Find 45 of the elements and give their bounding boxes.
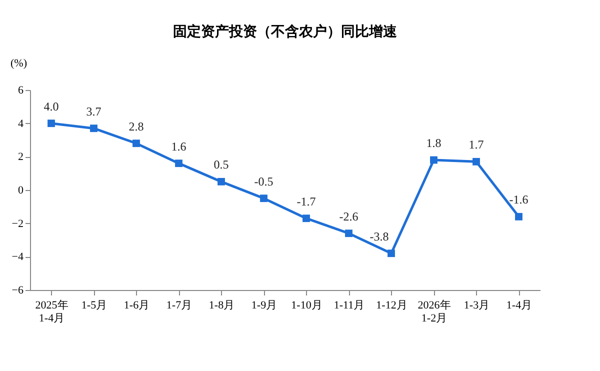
data-label: -3.8 xyxy=(370,229,389,244)
data-label: -1.7 xyxy=(296,194,316,208)
point xyxy=(132,140,140,148)
point xyxy=(388,250,395,258)
data-label: 3.7 xyxy=(86,104,102,118)
data-label: 4.0 xyxy=(44,99,59,114)
x-tick-label: 2025年 1-4月 xyxy=(35,300,68,324)
point xyxy=(90,124,98,132)
x-tick-label: 1-10月 xyxy=(291,300,322,312)
point xyxy=(430,156,438,164)
data-label: 1.8 xyxy=(426,136,442,150)
data-label: 2.8 xyxy=(128,119,144,134)
point xyxy=(175,160,182,168)
chart-title: 固定资产投资（不含农户）同比增速 xyxy=(173,23,398,40)
x-tick-label: 2026年 1-2月 xyxy=(418,300,451,324)
x-tick-label: 1-5月 xyxy=(81,300,108,312)
data-label: 1.7 xyxy=(468,138,484,152)
y-tick-label: 4 xyxy=(18,118,24,130)
x-tick-label: 1-9月 xyxy=(251,300,278,312)
x-tick-label: 1-12月 xyxy=(376,300,408,312)
point xyxy=(260,194,268,202)
x-tick-label: 1-4月 xyxy=(506,300,532,312)
data-label: 0.5 xyxy=(214,158,229,172)
data-label: 1.6 xyxy=(171,139,186,154)
y-tick-label: −4 xyxy=(12,251,24,264)
point xyxy=(515,212,522,220)
x-tick-label: 1-11月 xyxy=(334,300,365,312)
y-tick-label: 6 xyxy=(18,84,24,96)
point xyxy=(302,214,310,222)
data-label: -0.5 xyxy=(254,174,274,188)
point xyxy=(345,230,352,238)
data-label: -1.6 xyxy=(509,192,528,207)
y-axis-title: (%) xyxy=(10,58,28,70)
x-tick-label: 1-6月 xyxy=(124,300,150,312)
x-tick-label: 1-8月 xyxy=(208,300,235,312)
y-tick-label: −2 xyxy=(12,218,24,230)
x-tick-label: 1-7月 xyxy=(166,300,192,312)
y-tick-label: 0 xyxy=(18,184,24,196)
y-tick-label: −6 xyxy=(12,284,24,296)
point xyxy=(472,158,480,166)
x-tick-label: 1-3月 xyxy=(464,300,490,312)
y-tick-label: 2 xyxy=(18,151,24,164)
point xyxy=(48,120,55,128)
data-label: -2.6 xyxy=(339,209,358,224)
point xyxy=(218,178,225,186)
